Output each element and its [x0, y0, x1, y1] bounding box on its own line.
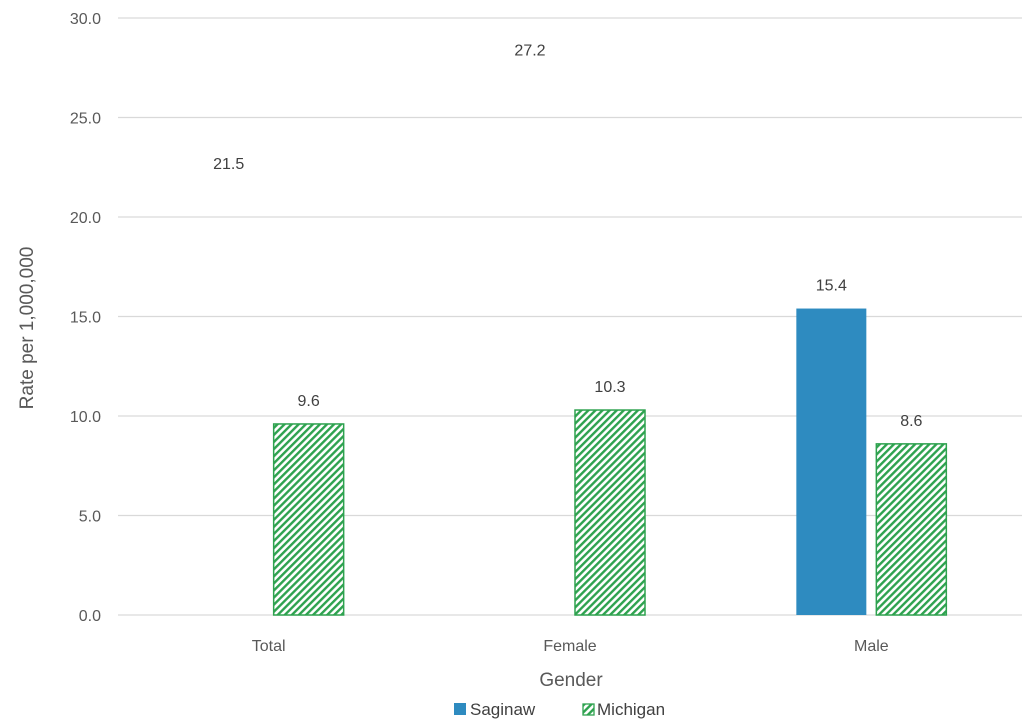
bar-saginaw-male	[796, 308, 867, 615]
y-axis-ticks: 0.0 5.0 10.0 15.0 20.0 25.0 30.0	[70, 11, 101, 625]
x-tick-label: Female	[543, 638, 596, 655]
x-tick-label: Total	[252, 638, 286, 655]
x-tick-label: Male	[854, 638, 889, 655]
legend-swatch-michigan	[582, 703, 595, 716]
y-tick-label: 0.0	[79, 608, 101, 625]
data-label-saginaw-total: 21.5	[213, 156, 244, 173]
y-tick-label: 25.0	[70, 111, 101, 128]
y-axis-title: Rate per 1,000,000	[17, 247, 38, 410]
y-tick-label: 15.0	[70, 310, 101, 327]
bar-michigan-male	[875, 443, 948, 616]
data-label-saginaw-female: 27.2	[514, 43, 545, 60]
legend: Saginaw Michigan	[454, 700, 665, 719]
data-label-michigan-total: 9.6	[298, 393, 320, 410]
legend-label-saginaw: Saginaw	[470, 700, 536, 719]
y-tick-label: 10.0	[70, 409, 101, 426]
gridlines	[118, 17, 1022, 616]
data-label-michigan-male: 8.6	[900, 413, 922, 430]
legend-swatch-saginaw	[454, 703, 466, 715]
bar-michigan-total	[272, 423, 345, 616]
data-label-michigan-female: 10.3	[594, 379, 625, 396]
bar-michigan-female	[574, 409, 646, 616]
data-labels: 21.5 9.6 27.2 10.3 15.4 8.6	[213, 43, 922, 430]
x-axis-title: Gender	[539, 670, 603, 691]
y-tick-label: 30.0	[70, 11, 101, 28]
y-tick-label: 20.0	[70, 210, 101, 227]
legend-label-michigan: Michigan	[597, 700, 665, 719]
bars	[272, 308, 948, 616]
y-tick-label: 5.0	[79, 509, 101, 526]
data-label-saginaw-male: 15.4	[816, 278, 847, 295]
x-axis-ticks: Total Female Male	[252, 638, 889, 655]
